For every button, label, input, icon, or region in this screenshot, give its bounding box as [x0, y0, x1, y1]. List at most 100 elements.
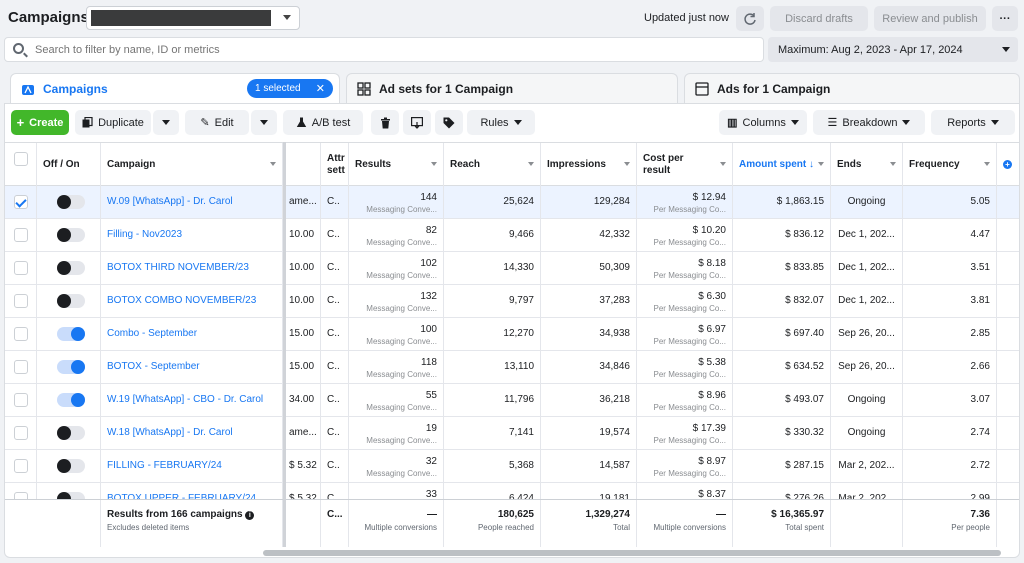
search-input[interactable] — [35, 41, 735, 59]
info-icon[interactable]: i — [245, 511, 255, 520]
more-options-button[interactable]: ··· — [992, 6, 1018, 31]
toggle-cell[interactable] — [37, 384, 101, 416]
campaign-name-cell[interactable]: BOTOX - September — [101, 351, 283, 383]
select-cell[interactable] — [5, 318, 37, 350]
row-checkbox[interactable] — [14, 492, 28, 499]
delivery-toggle[interactable] — [57, 294, 85, 308]
select-cell[interactable] — [5, 417, 37, 449]
header-select-all[interactable] — [5, 143, 37, 186]
row-checkbox[interactable] — [14, 327, 28, 341]
campaign-name-link[interactable]: W.19 [WhatsApp] - CBO - Dr. Carol — [107, 394, 264, 405]
table-row[interactable]: W.18 [WhatsApp] - Dr. Carol ame... C.. 19 Me… — [5, 417, 1019, 450]
row-checkbox[interactable] — [14, 393, 28, 407]
delivery-toggle[interactable] — [57, 426, 85, 440]
toggle-cell[interactable] — [37, 450, 101, 482]
row-checkbox[interactable] — [14, 195, 28, 209]
table-row[interactable]: BOTOX UPPER - FEBRUARY/24 $ 5.32 C.. 33Mess… — [5, 483, 1019, 499]
table-row[interactable]: BOTOX COMBO NOVEMBER/23 10.00 C.. 132 Messag… — [5, 285, 1019, 318]
header-frequency[interactable]: Frequency — [903, 143, 997, 186]
horizontal-scrollbar[interactable] — [263, 550, 1001, 556]
campaign-name-cell[interactable]: W.18 [WhatsApp] - Dr. Carol — [101, 417, 283, 449]
selected-badge[interactable]: 1 selected ✕ — [247, 79, 333, 98]
delivery-toggle[interactable] — [57, 327, 85, 341]
campaign-name-cell[interactable]: W.19 [WhatsApp] - CBO - Dr. Carol — [101, 384, 283, 416]
duplicate-button[interactable]: Duplicate — [75, 110, 151, 135]
refresh-button[interactable] — [736, 6, 764, 31]
toggle-cell[interactable] — [37, 483, 101, 499]
row-checkbox[interactable] — [14, 360, 28, 374]
row-checkbox[interactable] — [14, 426, 28, 440]
toggle-cell[interactable] — [37, 417, 101, 449]
campaign-name-link[interactable]: W.09 [WhatsApp] - Dr. Carol — [107, 196, 233, 207]
ab-test-button[interactable]: A/B test — [283, 110, 363, 135]
select-all-checkbox[interactable] — [14, 152, 28, 166]
select-cell[interactable] — [5, 483, 37, 499]
campaign-name-link[interactable]: W.18 [WhatsApp] - Dr. Carol — [107, 427, 233, 438]
header-cost-per-result[interactable]: Cost per result — [637, 143, 733, 186]
table-row[interactable]: BOTOX - September 15.00 C.. 118 Messaging Co… — [5, 351, 1019, 384]
table-row[interactable]: W.09 [WhatsApp] - Dr. Carol ame... C.. 144 M… — [5, 186, 1019, 219]
clear-selection-icon[interactable]: ✕ — [315, 83, 325, 95]
header-ends[interactable]: Ends — [831, 143, 903, 186]
select-cell[interactable] — [5, 450, 37, 482]
campaign-name-cell[interactable]: W.09 [WhatsApp] - Dr. Carol — [101, 186, 283, 218]
table-row[interactable]: BOTOX THIRD NOVEMBER/23 10.00 C.. 102 Messag… — [5, 252, 1019, 285]
delivery-toggle[interactable] — [57, 228, 85, 242]
toggle-cell[interactable] — [37, 186, 101, 218]
columns-button[interactable]: ▥ Columns — [719, 110, 807, 135]
reports-button[interactable]: Reports — [931, 110, 1015, 135]
table-row[interactable]: FILLING - FEBRUARY/24 $ 5.32 C.. 32 Messagin… — [5, 450, 1019, 483]
campaign-name-cell[interactable]: BOTOX UPPER - FEBRUARY/24 — [101, 483, 283, 499]
select-cell[interactable] — [5, 252, 37, 284]
campaign-name-cell[interactable]: FILLING - FEBRUARY/24 — [101, 450, 283, 482]
table-row[interactable]: Combo - September 15.00 C.. 100 Messaging Co… — [5, 318, 1019, 351]
search-bar[interactable] — [4, 37, 764, 62]
select-cell[interactable] — [5, 384, 37, 416]
edit-button[interactable]: ✎ Edit — [185, 110, 249, 135]
row-checkbox[interactable] — [14, 294, 28, 308]
table-row[interactable]: W.19 [WhatsApp] - CBO - Dr. Carol 34.00 C.… — [5, 384, 1019, 417]
campaign-name-link[interactable]: Filling - Nov2023 — [107, 229, 183, 240]
delivery-toggle[interactable] — [57, 360, 85, 374]
header-campaign[interactable]: Campaign — [101, 143, 283, 186]
toggle-cell[interactable] — [37, 351, 101, 383]
tab-adsets[interactable]: Ad sets for 1 Campaign — [346, 73, 678, 103]
toggle-cell[interactable] — [37, 219, 101, 251]
select-cell[interactable] — [5, 285, 37, 317]
header-attribution[interactable]: Attr sett — [321, 143, 349, 186]
select-cell[interactable] — [5, 219, 37, 251]
header-results[interactable]: Results — [349, 143, 444, 186]
delivery-toggle[interactable] — [57, 261, 85, 275]
duplicate-dropdown[interactable] — [153, 110, 179, 135]
table-row[interactable]: Filling - Nov2023 10.00 C.. 82 Messaging Con… — [5, 219, 1019, 252]
campaign-name-link[interactable]: BOTOX THIRD NOVEMBER/23 — [107, 262, 249, 273]
delivery-toggle[interactable] — [57, 492, 85, 499]
date-range-picker[interactable]: Maximum: Aug 2, 2023 - Apr 17, 2024 — [768, 37, 1018, 62]
rules-button[interactable]: Rules — [467, 110, 535, 135]
tab-ads[interactable]: Ads for 1 Campaign — [684, 73, 1020, 103]
breakdown-button[interactable]: ☰ Breakdown — [813, 110, 925, 135]
edit-dropdown[interactable] — [251, 110, 277, 135]
campaign-name-cell[interactable]: Filling - Nov2023 — [101, 219, 283, 251]
toggle-cell[interactable] — [37, 318, 101, 350]
delivery-toggle[interactable] — [57, 393, 85, 407]
row-checkbox[interactable] — [14, 459, 28, 473]
select-cell[interactable] — [5, 186, 37, 218]
toggle-cell[interactable] — [37, 252, 101, 284]
campaign-name-link[interactable]: Combo - September — [107, 328, 198, 339]
delivery-toggle[interactable] — [57, 459, 85, 473]
campaign-name-link[interactable]: BOTOX - September — [107, 361, 200, 372]
header-amount-spent[interactable]: Amount spent ↓ — [733, 143, 831, 186]
tab-campaigns[interactable]: Campaigns 1 selected ✕ — [10, 73, 340, 103]
delete-button[interactable] — [371, 110, 399, 135]
select-cell[interactable] — [5, 351, 37, 383]
header-reach[interactable]: Reach — [444, 143, 541, 186]
row-checkbox[interactable] — [14, 261, 28, 275]
campaign-name-cell[interactable]: BOTOX THIRD NOVEMBER/23 — [101, 252, 283, 284]
review-publish-button[interactable]: Review and publish — [874, 6, 986, 31]
create-button[interactable]: + Create — [11, 110, 69, 135]
header-impressions[interactable]: Impressions — [541, 143, 637, 186]
campaign-name-cell[interactable]: BOTOX COMBO NOVEMBER/23 — [101, 285, 283, 317]
campaign-name-link[interactable]: BOTOX COMBO NOVEMBER/23 — [107, 295, 257, 306]
account-selector[interactable] — [86, 6, 300, 30]
